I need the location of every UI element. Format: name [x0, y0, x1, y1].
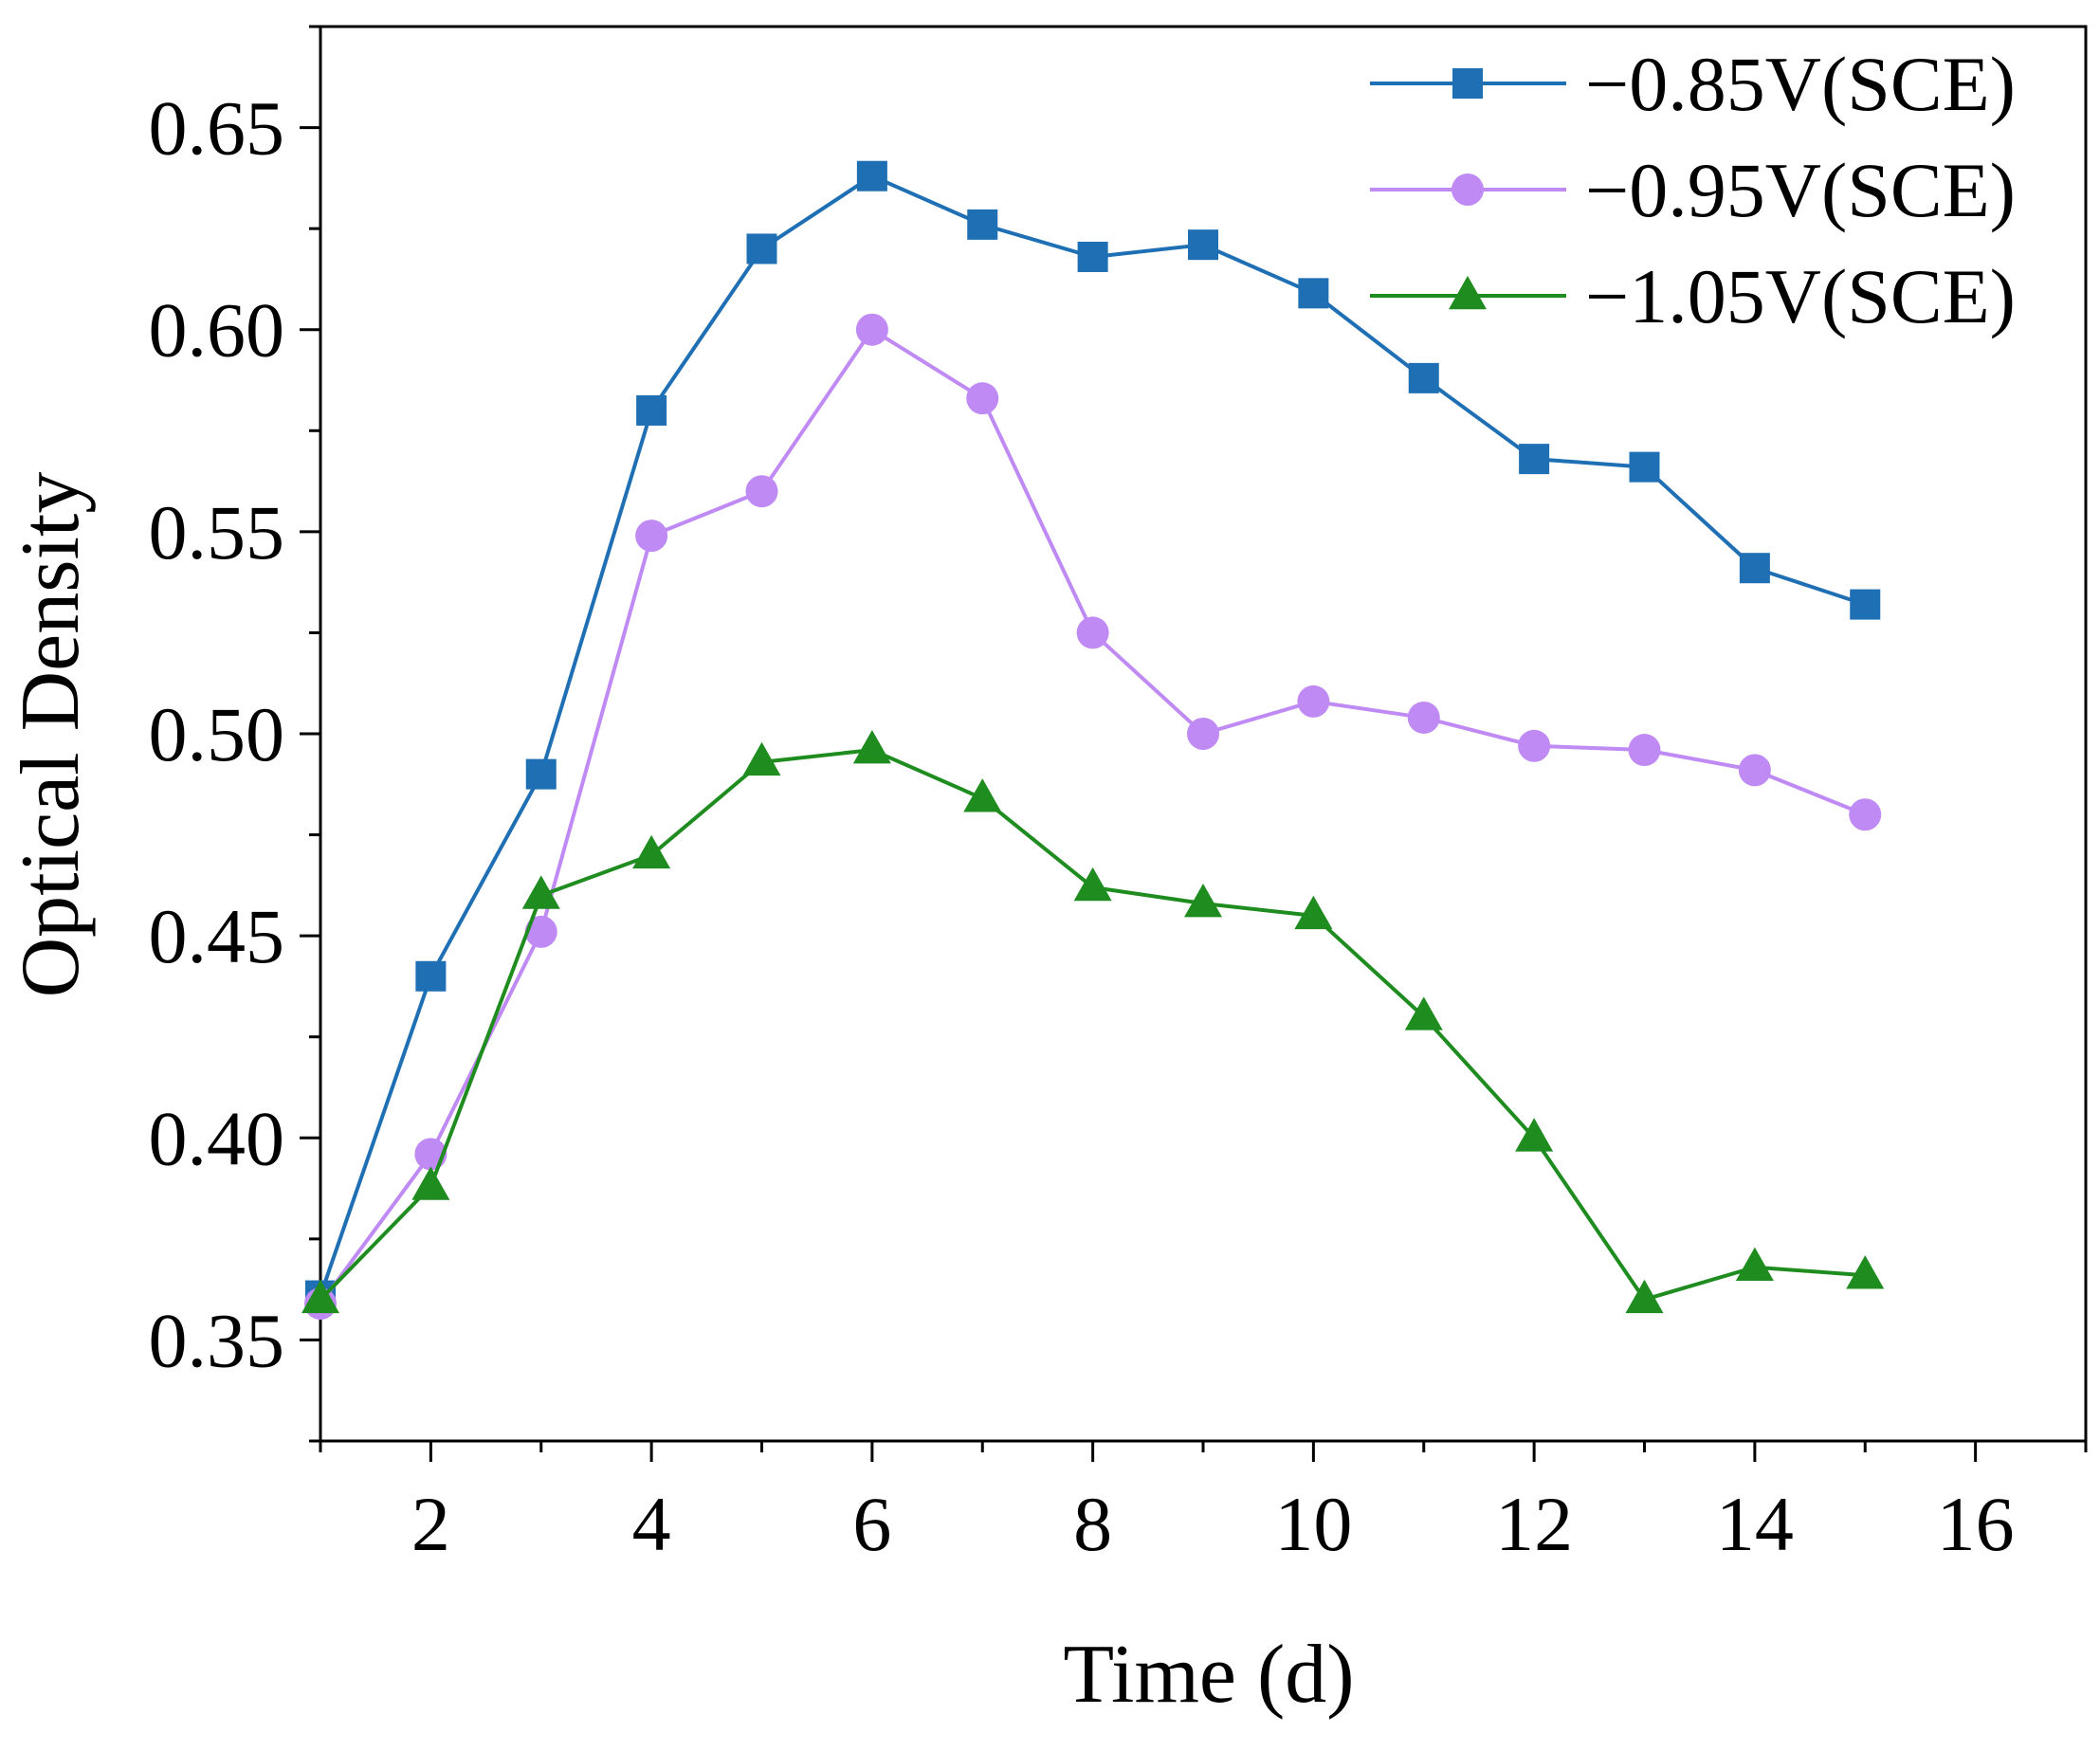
data-point — [525, 758, 557, 790]
data-point — [966, 382, 999, 415]
data-point — [967, 209, 998, 240]
y-tick-label: 0.55 — [149, 489, 285, 575]
data-point — [745, 475, 778, 508]
series-3 — [301, 729, 1885, 1314]
data-point — [1849, 798, 1882, 831]
data-point — [1850, 589, 1881, 620]
data-point — [1739, 553, 1770, 584]
y-tick-label: 0.40 — [149, 1095, 285, 1181]
series-2 — [304, 313, 1882, 1321]
y-tick-label: 0.65 — [149, 85, 285, 172]
data-point — [855, 313, 888, 346]
data-point — [963, 778, 1002, 812]
data-point — [1625, 1279, 1664, 1314]
data-point — [1297, 684, 1330, 718]
data-point — [1408, 362, 1439, 393]
x-tick-label: 8 — [1073, 1481, 1112, 1567]
y-tick-label: 0.45 — [149, 893, 285, 979]
data-point — [1294, 895, 1333, 930]
legend-marker-circle — [1452, 173, 1484, 206]
data-point — [1407, 701, 1440, 734]
data-point — [1519, 444, 1550, 475]
y-tick-label: 0.50 — [149, 691, 285, 777]
x-axis-title: Time (d) — [1063, 1629, 1354, 1721]
x-tick-label: 14 — [1716, 1481, 1794, 1567]
data-point — [1076, 616, 1109, 649]
x-tick-label: 12 — [1495, 1481, 1573, 1567]
y-tick-label: 0.60 — [149, 287, 285, 374]
legend-label: −0.95V(SCE) — [1585, 147, 2016, 233]
data-point — [1515, 1118, 1554, 1152]
data-point — [852, 729, 891, 764]
x-tick-label: 10 — [1274, 1481, 1352, 1567]
data-point — [1846, 1255, 1885, 1289]
data-point — [1404, 996, 1443, 1031]
data-point — [742, 741, 781, 776]
legend-marker-square — [1452, 68, 1483, 99]
data-point — [1187, 718, 1219, 750]
data-point — [856, 160, 887, 192]
x-tick-label: 2 — [411, 1481, 450, 1567]
axes: 2 4 6 8 10 12 14 16 0.35 0.40 0.45 0.50 0.55 0.60 0.65 — [149, 25, 2088, 1567]
y-tick-label: 0.35 — [149, 1297, 285, 1383]
x-tick-label: 4 — [632, 1481, 671, 1567]
data-point — [1518, 729, 1551, 762]
data-point — [521, 875, 560, 909]
legend-label: −0.85V(SCE) — [1585, 41, 2016, 127]
legend-item: −0.95V(SCE) — [1370, 147, 2016, 233]
data-point — [632, 834, 671, 869]
legend: −0.85V(SCE) −0.95V(SCE) −1.05V(SCE) — [1370, 41, 2016, 339]
data-point — [411, 1166, 450, 1200]
legend-item: −1.05V(SCE) — [1370, 253, 2016, 339]
data-point — [524, 915, 557, 948]
data-point — [301, 1279, 339, 1314]
series-line — [319, 173, 1866, 1297]
data-point — [636, 394, 667, 426]
y-axis-title: Optical Density — [5, 472, 97, 998]
legend-label: −1.05V(SCE) — [1585, 253, 2016, 339]
data-point — [1188, 229, 1218, 261]
data-point — [1073, 866, 1112, 902]
series-1 — [305, 160, 1881, 1311]
data-point — [1298, 278, 1329, 309]
data-point — [1077, 241, 1108, 272]
data-point — [1735, 1247, 1774, 1281]
series-group — [301, 160, 1885, 1321]
data-point — [635, 520, 668, 553]
data-point — [1628, 734, 1661, 767]
x-tick-label: 16 — [1937, 1481, 2015, 1567]
data-point — [1184, 883, 1222, 918]
data-point — [746, 233, 777, 264]
data-point — [1738, 754, 1771, 787]
legend-item: −0.85V(SCE) — [1370, 41, 2016, 127]
data-point — [415, 960, 447, 992]
data-point — [1629, 451, 1660, 483]
series-line — [319, 748, 1866, 1302]
x-tick-label: 6 — [852, 1481, 891, 1567]
legend-marker-triangle — [1449, 275, 1487, 310]
